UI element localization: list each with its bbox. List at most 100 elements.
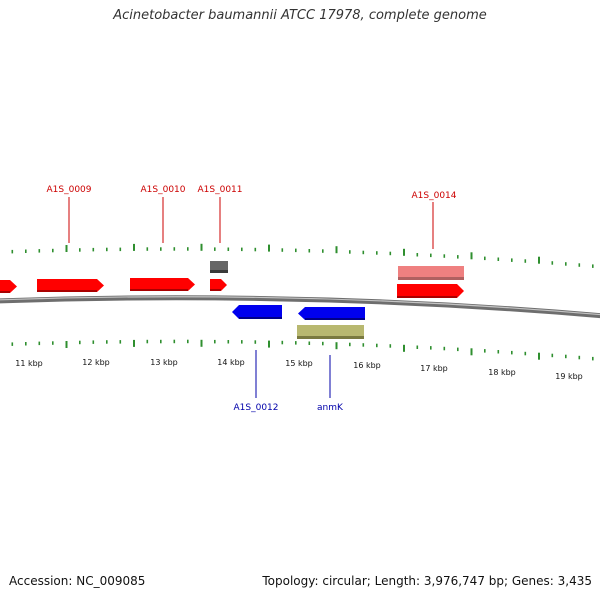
top-track-tick	[38, 249, 41, 253]
scale-label-14kbp: 14 kbp	[217, 358, 245, 367]
genome-title: Acinetobacter baumannii ATCC 17978, comp…	[113, 8, 487, 23]
top-track-tick	[187, 247, 189, 251]
top-track-tick	[119, 247, 122, 252]
bottom-track-tick	[106, 340, 108, 344]
bottom-track-tick	[295, 341, 297, 345]
bottom-track-tick	[335, 342, 338, 350]
gene-arrow-a1s-0011[interactable]	[210, 279, 227, 291]
top-track-tick	[335, 246, 338, 254]
bottom-track-tick	[79, 340, 81, 345]
accession-label: Accession: NC_009085	[9, 574, 146, 588]
bottom-track-tick	[173, 339, 176, 344]
top-track-tick	[241, 247, 243, 252]
gene-label-a1s-0014[interactable]: A1S_0014	[412, 191, 457, 201]
scale-label-16kbp: 16 kbp	[353, 361, 381, 370]
genome-summary: Topology: circular; Length: 3,976,747 bp…	[262, 574, 592, 588]
bottom-track-tick	[65, 341, 68, 348]
scale-label-11kbp: 11 kbp	[15, 359, 43, 368]
bottom-track-tick	[11, 342, 14, 346]
gene-arrow-a1s-0009[interactable]	[37, 279, 104, 292]
top-track-tick	[538, 256, 540, 264]
top-track-tick	[11, 249, 14, 254]
top-track-tick	[268, 244, 270, 252]
bottom-track-tick	[227, 340, 230, 344]
bottom-track-tick	[497, 350, 500, 354]
bottom-track-tick	[25, 342, 27, 346]
bottom-track-tick	[92, 340, 95, 344]
top-track-tick	[322, 249, 324, 253]
bottom-track-tick	[389, 344, 392, 348]
top-track-tick	[281, 248, 284, 252]
top-track-tick	[214, 247, 216, 251]
top-track-tick	[25, 249, 27, 253]
bottom-track-tick	[362, 343, 365, 347]
top-track-tick	[457, 255, 459, 259]
bottom-track-tick	[443, 346, 446, 351]
bottom-track-tick	[146, 339, 149, 344]
top-track-tick	[430, 253, 432, 258]
top-track-tick	[565, 262, 567, 266]
top-track-tick	[52, 248, 54, 253]
gene-box-a1s-0014-light[interactable]	[398, 266, 464, 280]
bottom-track-tick	[484, 349, 486, 353]
bottom-track-tick	[254, 340, 257, 344]
gene-label-a1s-0009[interactable]: A1S_0009	[47, 185, 92, 195]
top-track-tick	[254, 247, 257, 252]
gene-arrow-a1s-0014[interactable]	[397, 284, 464, 298]
scale-label-18kbp: 18 kbp	[488, 368, 516, 377]
top-track-tick	[200, 243, 203, 251]
gene-label-anmk[interactable]: anmK	[317, 403, 344, 413]
bottom-track-tick	[457, 347, 459, 352]
top-track-tick	[106, 247, 108, 252]
feature-box-a1s-0011[interactable]	[210, 261, 228, 273]
gene-label-a1s-0011[interactable]: A1S_0011	[198, 185, 243, 195]
gene-arrow-a1s-0012[interactable]	[232, 305, 282, 319]
bottom-track-tick	[403, 344, 405, 352]
bottom-tick-track	[11, 339, 594, 361]
top-track-tick	[146, 247, 149, 251]
bottom-track-tick	[308, 341, 311, 345]
bottom-track-tick	[241, 340, 243, 344]
bottom-track-tick	[160, 339, 162, 344]
bottom-track-tick	[551, 353, 554, 358]
bottom-track-tick	[538, 352, 540, 360]
top-track-tick	[65, 245, 68, 252]
top-track-tick	[133, 243, 135, 251]
bottom-track-tick	[119, 340, 122, 344]
gene-arrow-anmk[interactable]	[298, 307, 365, 320]
genome-backbone	[0, 295, 600, 319]
bottom-track-tick	[268, 340, 270, 348]
scale-label-19kbp: 19 kbp	[555, 372, 583, 381]
top-track-tick	[416, 253, 419, 257]
bottom-track-tick	[578, 355, 581, 360]
top-track-tick	[443, 254, 446, 258]
top-track-tick	[484, 256, 486, 261]
top-track-tick	[592, 264, 594, 268]
scale-label-15kbp: 15 kbp	[285, 359, 313, 368]
bottom-track-tick	[187, 339, 189, 344]
bottom-track-tick	[416, 345, 419, 349]
top-track-tick	[308, 249, 311, 253]
top-track-tick	[524, 259, 527, 263]
scale-label-17kbp: 17 kbp	[420, 364, 448, 373]
scale-label-12kbp: 12 kbp	[82, 358, 110, 367]
top-track-tick	[362, 250, 365, 255]
gene-arrow-a1s-0008[interactable]	[0, 280, 17, 293]
bottom-track-tick	[200, 339, 203, 347]
top-track-tick	[79, 248, 81, 252]
bottom-track-tick	[524, 351, 527, 356]
gene-arrow-a1s-0010[interactable]	[130, 278, 195, 291]
scale-label-13kbp: 13 kbp	[150, 358, 178, 367]
bottom-track-tick	[281, 340, 284, 345]
top-track-tick	[295, 248, 297, 253]
bottom-track-tick	[592, 356, 594, 361]
gene-label-a1s-0012[interactable]: A1S_0012	[234, 403, 279, 413]
bottom-track-tick	[38, 341, 41, 346]
bottom-track-tick	[322, 341, 324, 346]
gene-label-a1s-0010[interactable]: A1S_0010	[141, 185, 186, 195]
feature-box-anmk[interactable]	[297, 325, 364, 339]
top-track-tick	[227, 247, 230, 251]
bottom-track-tick	[349, 342, 351, 347]
top-track-tick	[470, 252, 473, 260]
bottom-track-tick	[214, 339, 216, 344]
